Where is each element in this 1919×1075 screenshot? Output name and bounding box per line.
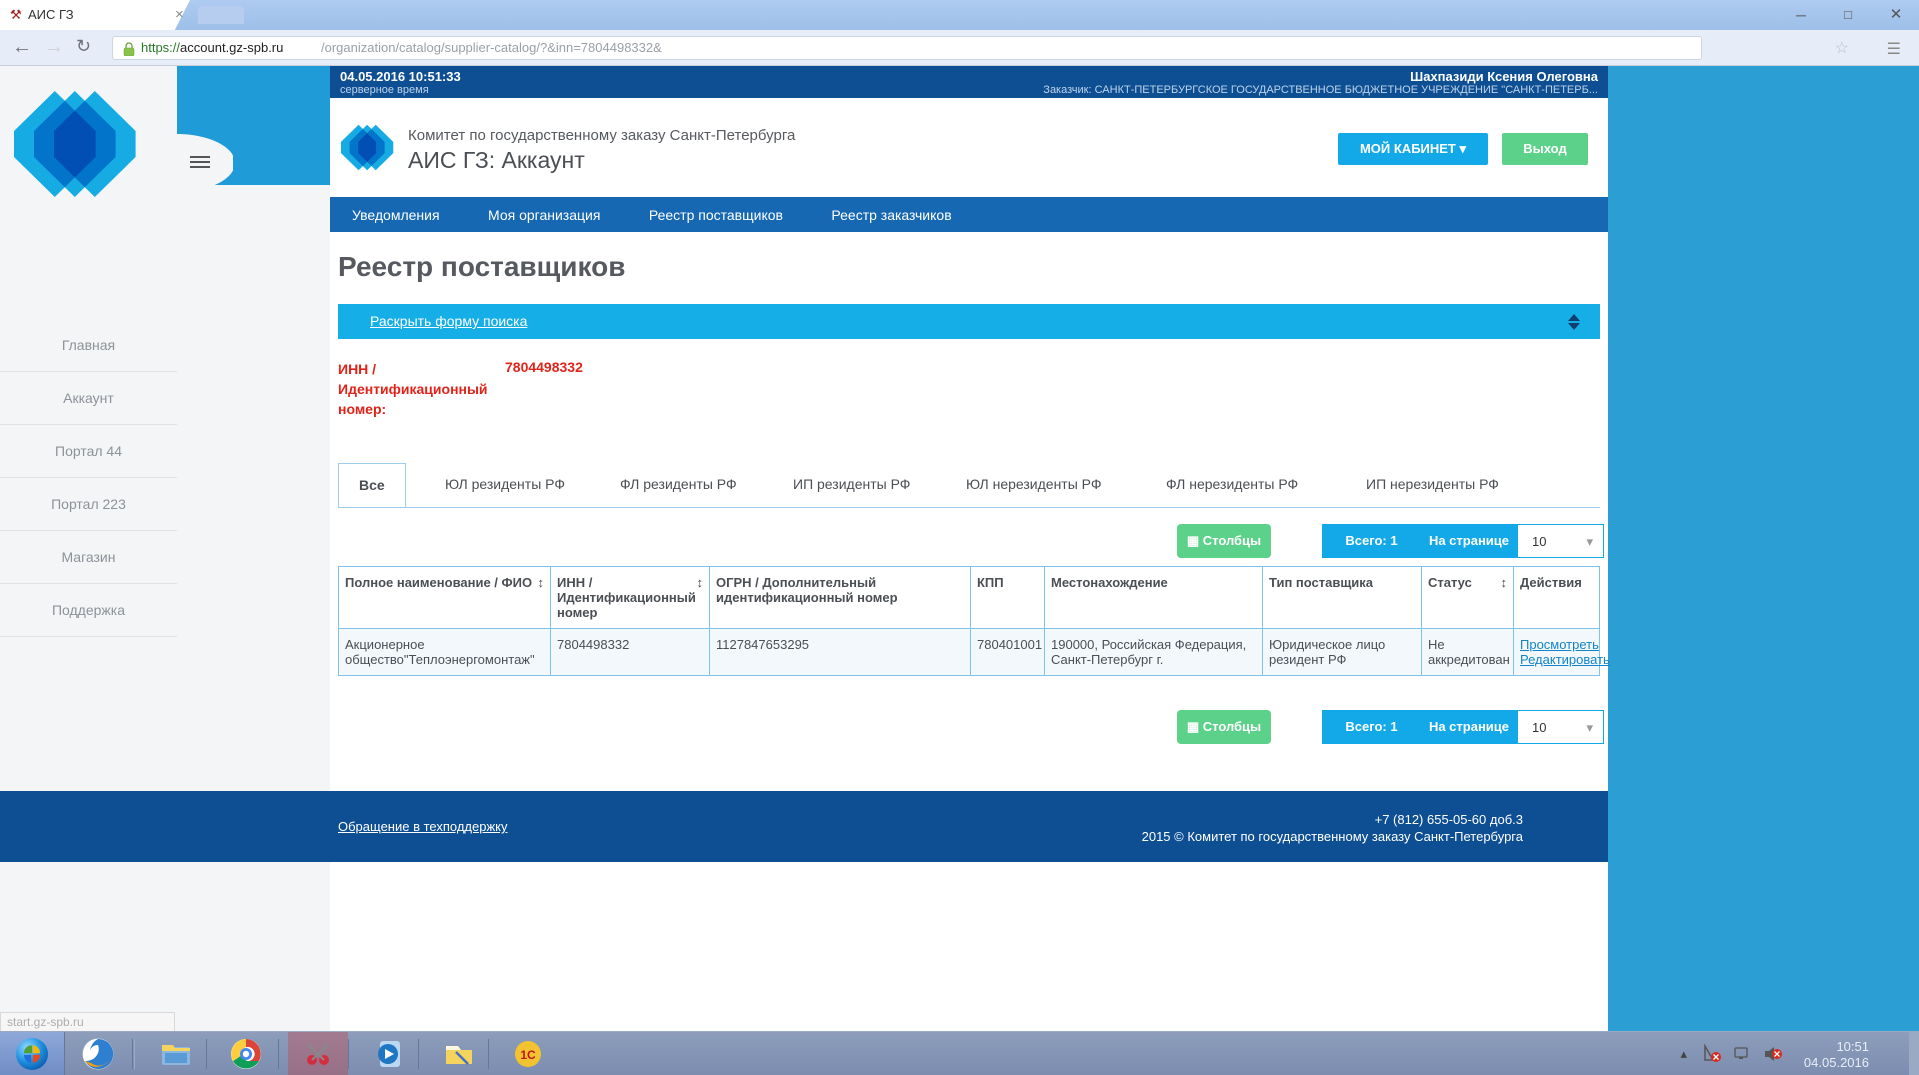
svg-text:1C: 1C <box>520 1048 536 1062</box>
